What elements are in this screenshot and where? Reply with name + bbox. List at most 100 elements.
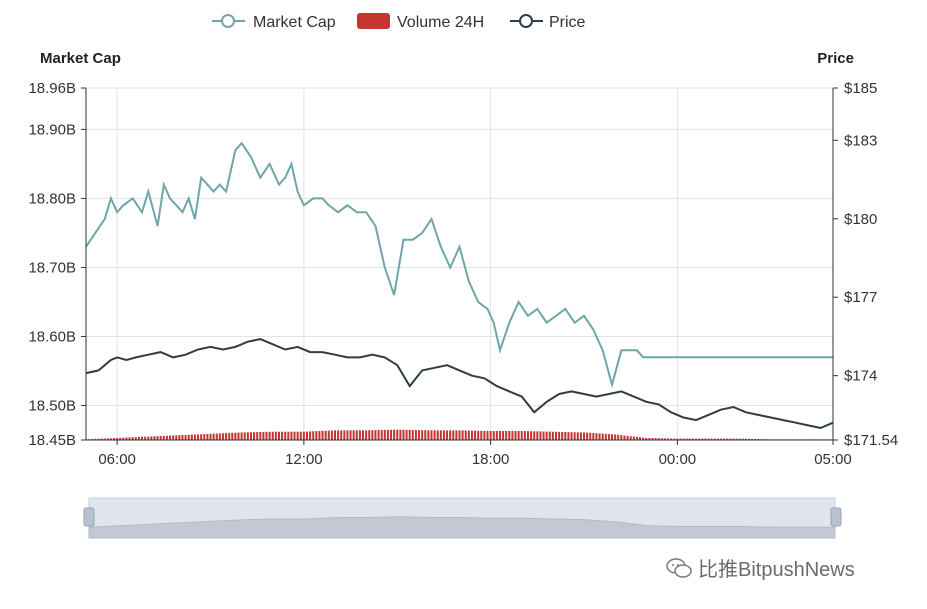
volume-bar: [343, 430, 346, 440]
volume-bar: [256, 432, 259, 440]
volume-bar: [542, 431, 545, 440]
left-tick-label: 18.96B: [28, 80, 76, 97]
volume-bar: [579, 432, 582, 440]
volume-bar: [125, 437, 128, 440]
volume-bar: [312, 431, 315, 440]
volume-bar: [116, 437, 119, 440]
volume-bar: [128, 437, 131, 440]
legend-item-market-cap[interactable]: Market Cap: [212, 14, 336, 31]
volume-bar: [197, 434, 200, 440]
zoom-handle-right[interactable]: [830, 507, 842, 527]
volume-bar: [439, 430, 442, 440]
volume-bar: [352, 430, 355, 440]
volume-bar: [358, 430, 361, 440]
volume-bar: [667, 438, 670, 440]
volume-bar: [144, 436, 147, 440]
watermark-text: 比推BitpushNews: [698, 559, 855, 581]
volume-bar: [455, 430, 458, 440]
volume-bar: [691, 438, 694, 440]
volume-bar: [349, 430, 352, 440]
volume-bar: [94, 438, 97, 440]
market-cap-line: [85, 141, 833, 389]
volume-bar: [723, 438, 726, 440]
data-zoom-slider[interactable]: [83, 497, 842, 539]
x-tick-label: 18:00: [472, 451, 510, 468]
volume-bar: [418, 430, 421, 440]
volume-bar: [386, 429, 389, 440]
volume-bar: [265, 431, 268, 440]
volume-bar: [458, 430, 461, 440]
volume-bar: [240, 432, 243, 440]
volume-bar: [707, 438, 710, 440]
volume-bar: [162, 435, 165, 440]
volume-bar: [200, 434, 203, 440]
zoom-handle-left[interactable]: [83, 507, 95, 527]
volume-bar: [651, 438, 654, 440]
grid: [86, 87, 834, 441]
volume-bar: [237, 432, 240, 440]
volume-bar: [520, 431, 523, 440]
volume-bar: [411, 429, 414, 440]
legend-label-volume: Volume 24H: [397, 14, 484, 31]
volume-bar: [399, 429, 402, 440]
volume-bar: [337, 430, 340, 440]
volume-bar: [346, 430, 349, 440]
volume-series: [85, 429, 831, 440]
volume-bar: [483, 430, 486, 440]
volume-bar: [137, 436, 140, 440]
volume-bar: [660, 438, 663, 440]
volume-bar: [243, 432, 246, 440]
legend[interactable]: Market Cap Volume 24H Price: [212, 13, 586, 31]
volume-bar: [371, 430, 374, 440]
volume-bar: [710, 438, 713, 440]
volume-bar: [421, 430, 424, 440]
volume-bar: [159, 435, 162, 440]
volume-bar: [374, 430, 377, 440]
volume-bar: [259, 431, 262, 440]
volume-bar: [231, 432, 234, 440]
right-tick-label: $183: [844, 132, 877, 149]
wechat-icon: [666, 557, 692, 578]
volume-bar: [287, 431, 290, 440]
volume-bar: [489, 431, 492, 440]
volume-bar: [393, 429, 396, 440]
volume-bar: [305, 431, 308, 440]
volume-bar: [277, 431, 280, 440]
legend-item-volume[interactable]: Volume 24H: [357, 13, 484, 31]
volume-bar: [751, 438, 754, 440]
volume-bar: [383, 429, 386, 440]
legend-item-price[interactable]: Price: [510, 14, 586, 31]
right-tick-label: $177: [844, 289, 877, 306]
volume-bar: [492, 431, 495, 440]
volume-bar: [607, 434, 610, 440]
volume-bar: [648, 437, 651, 440]
volume-bar: [729, 438, 732, 440]
volume-bar: [218, 433, 221, 440]
volume-bar: [284, 431, 287, 440]
volume-bar: [685, 438, 688, 440]
volume-bar: [679, 438, 682, 440]
volume-bar: [632, 436, 635, 440]
volume-bar: [539, 431, 542, 440]
volume-bar: [467, 430, 470, 440]
volume-bar: [514, 431, 517, 440]
volume-bar: [464, 430, 467, 440]
volume-bar: [583, 432, 585, 440]
volume-bar: [119, 437, 122, 440]
x-tick-label: 06:00: [98, 451, 136, 468]
volume-bar: [704, 438, 707, 440]
volume-bar: [551, 431, 554, 440]
volume-bar: [430, 430, 433, 440]
volume-bar: [530, 431, 533, 440]
volume-bar: [688, 438, 691, 440]
volume-bar: [106, 438, 109, 440]
volume-bar: [268, 431, 271, 440]
volume-bar: [670, 438, 673, 440]
watermark: 比推BitpushNews: [666, 553, 855, 582]
volume-bar: [150, 436, 153, 440]
volume-bar: [402, 429, 405, 440]
volume-bar: [209, 433, 212, 440]
volume-bar: [433, 430, 436, 440]
volume-bar: [318, 431, 321, 440]
